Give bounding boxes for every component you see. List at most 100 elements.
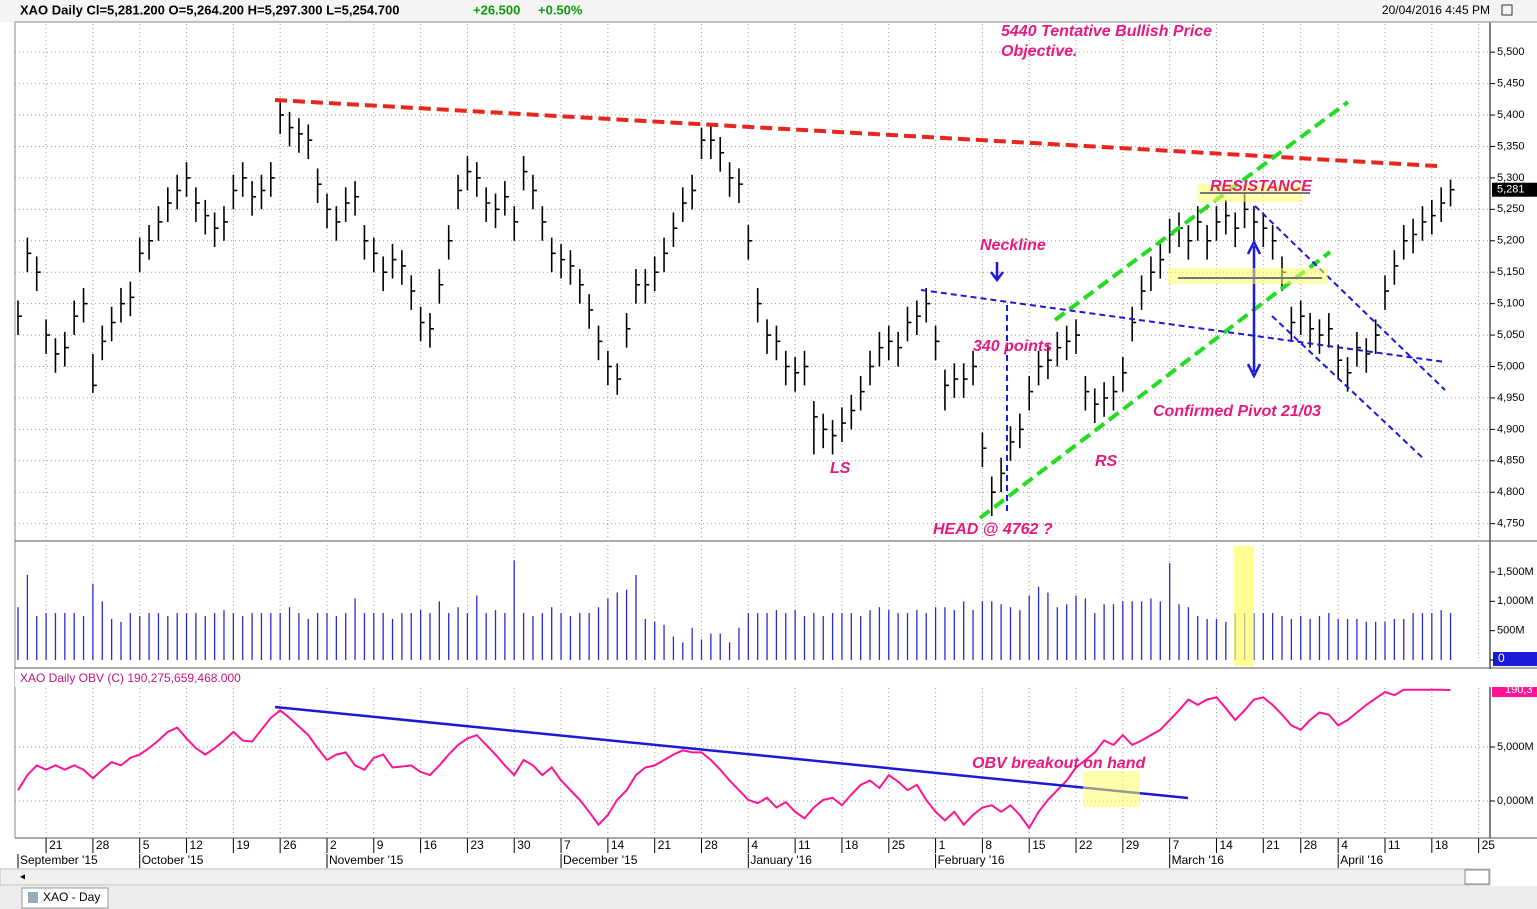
y-tick-label: 5,350 [1497, 140, 1525, 152]
header-change-pct: +0.50% [538, 2, 583, 17]
y-tick-badge [1493, 652, 1537, 666]
y-tick-label: 5,100 [1497, 298, 1525, 310]
annotation: 5440 Tentative Bullish Price [1001, 23, 1212, 40]
scroll-thumb[interactable] [1464, 869, 1490, 885]
tab[interactable] [21, 887, 109, 909]
annotation: RS [1095, 453, 1118, 470]
y-tick-label: 1,500M [1497, 566, 1534, 578]
window-button[interactable] [1501, 4, 1513, 16]
tab-label[interactable]: XAO - Day [43, 890, 100, 904]
month-label: February '16 [938, 853, 1005, 867]
x-tick-label: 1 [939, 838, 946, 852]
obv-title: XAO Daily OBV (C) 190,275,659,468.000 [20, 671, 241, 685]
header-change: +26.500 [473, 2, 520, 17]
scrollbar[interactable] [0, 868, 1491, 886]
plot-area: 4,750 4,800 4,850 4,900 4,950 5,000 5,050 5,100… [15, 24, 1537, 868]
neckline [920, 289, 1446, 363]
y-tick-label: 5,400 [1497, 109, 1525, 121]
annotation: LS [830, 460, 851, 477]
x-tick-label: 2 [330, 838, 337, 852]
last-price-label: 5,281 [1497, 184, 1525, 196]
x-tick-label: 9 [377, 838, 384, 852]
x-tick-label: 25 [892, 838, 906, 852]
y-tick-label: 5,450 [1497, 78, 1525, 90]
x-tick-label: 28 [96, 838, 110, 852]
y-tick-label: 0,000M [1497, 795, 1534, 807]
volume-highlight [1234, 546, 1254, 666]
x-tick-label: 4 [1341, 838, 1348, 852]
y-tick-label: 5,150 [1497, 266, 1525, 278]
scroll-left[interactable]: ◂ [20, 872, 25, 883]
y-tick-label: 4,950 [1497, 392, 1525, 404]
obv-annotation: OBV breakout on hand [972, 755, 1147, 772]
y-tick-label: 4,900 [1497, 423, 1525, 435]
obv-header-bar [15, 669, 1537, 687]
month-label: October '15 [142, 853, 204, 867]
x-tick-label: 12 [190, 838, 204, 852]
x-tick-label: 21 [1266, 838, 1280, 852]
month-label: November '15 [329, 853, 404, 867]
y-tick-label: 5,250 [1497, 203, 1525, 215]
x-tick-label: 16 [424, 838, 438, 852]
y-tick-label: 5,000M [1497, 741, 1534, 753]
x-tick-label: 29 [1126, 838, 1140, 852]
x-tick-label: 23 [470, 838, 484, 852]
neckline-arrow [990, 262, 1004, 283]
x-tick-label: 25 [1482, 838, 1496, 852]
x-tick-label: 15 [1032, 838, 1046, 852]
down-channel-lower [1271, 315, 1426, 461]
y-tick-label: 5,300 [1497, 172, 1525, 184]
annotation: RESISTANCE [1210, 178, 1313, 195]
x-tick-label: 28 [1304, 838, 1318, 852]
y-tick-label: 5,050 [1497, 329, 1525, 341]
annotation: Confirmed Pivot 21/03 [1153, 403, 1321, 420]
obv-trendline [274, 705, 1189, 800]
x-tick-label: 19 [236, 838, 250, 852]
month-label: March '16 [1172, 853, 1225, 867]
channel-lower [978, 250, 1332, 520]
x-tick-label: 7 [564, 838, 571, 852]
x-tick-label: 21 [658, 838, 672, 852]
resistance-trendline [274, 98, 1438, 168]
month-label: January '16 [750, 853, 812, 867]
y-tick-label: 0 [1498, 651, 1505, 665]
y-tick-label: 4,800 [1497, 486, 1525, 498]
obv-line [17, 688, 1451, 830]
y-tick-label: 5,200 [1497, 235, 1525, 247]
x-tick-label: 14 [1219, 838, 1233, 852]
annotation: HEAD @ 4762 ? [933, 521, 1053, 538]
x-tick-label: 8 [985, 838, 992, 852]
header-bar [0, 0, 1537, 22]
tab-bar [0, 886, 1537, 909]
x-tick-label: 11 [1388, 838, 1401, 852]
y-tick-label: 4,750 [1497, 518, 1525, 530]
x-tick-label: 5 [143, 838, 150, 852]
obv-breakout-zone [1083, 771, 1140, 807]
annotations: 5440 Tentative Bullish Price Objective. RE… [274, 23, 1446, 807]
x-tick-label: 14 [611, 838, 625, 852]
x-tick-label: 28 [705, 838, 719, 852]
x-tick-label: 18 [1435, 838, 1449, 852]
month-label: April '16 [1340, 853, 1383, 867]
pivot-arrow [1246, 239, 1262, 379]
x-tick-label: 22 [1079, 838, 1093, 852]
annotation: Neckline [980, 237, 1046, 254]
last-price-badge [1492, 182, 1537, 197]
x-tick-label: 7 [1173, 838, 1180, 852]
x-tick-label: 4 [751, 838, 758, 852]
header-title: XAO Daily Cl=5,281.200 O=5,264.200 H=5,2… [20, 2, 399, 17]
y-tick-label: 5,000 [1497, 360, 1525, 372]
x-tick-label: 18 [845, 838, 859, 852]
channel-upper [1053, 100, 1350, 322]
x-tick-label: 11 [798, 838, 811, 852]
month-label: September '15 [20, 853, 98, 867]
annotation: Objective. [1001, 43, 1077, 60]
header-date: 20/04/2016 4:45 PM [1382, 3, 1490, 17]
x-tick-label: 21 [49, 838, 63, 852]
y-tick-label: 5,500 [1497, 46, 1525, 58]
y-tick-label: 4,850 [1497, 455, 1525, 467]
y-tick-label: 1,000M [1497, 595, 1534, 607]
x-tick-label: 26 [283, 838, 297, 852]
